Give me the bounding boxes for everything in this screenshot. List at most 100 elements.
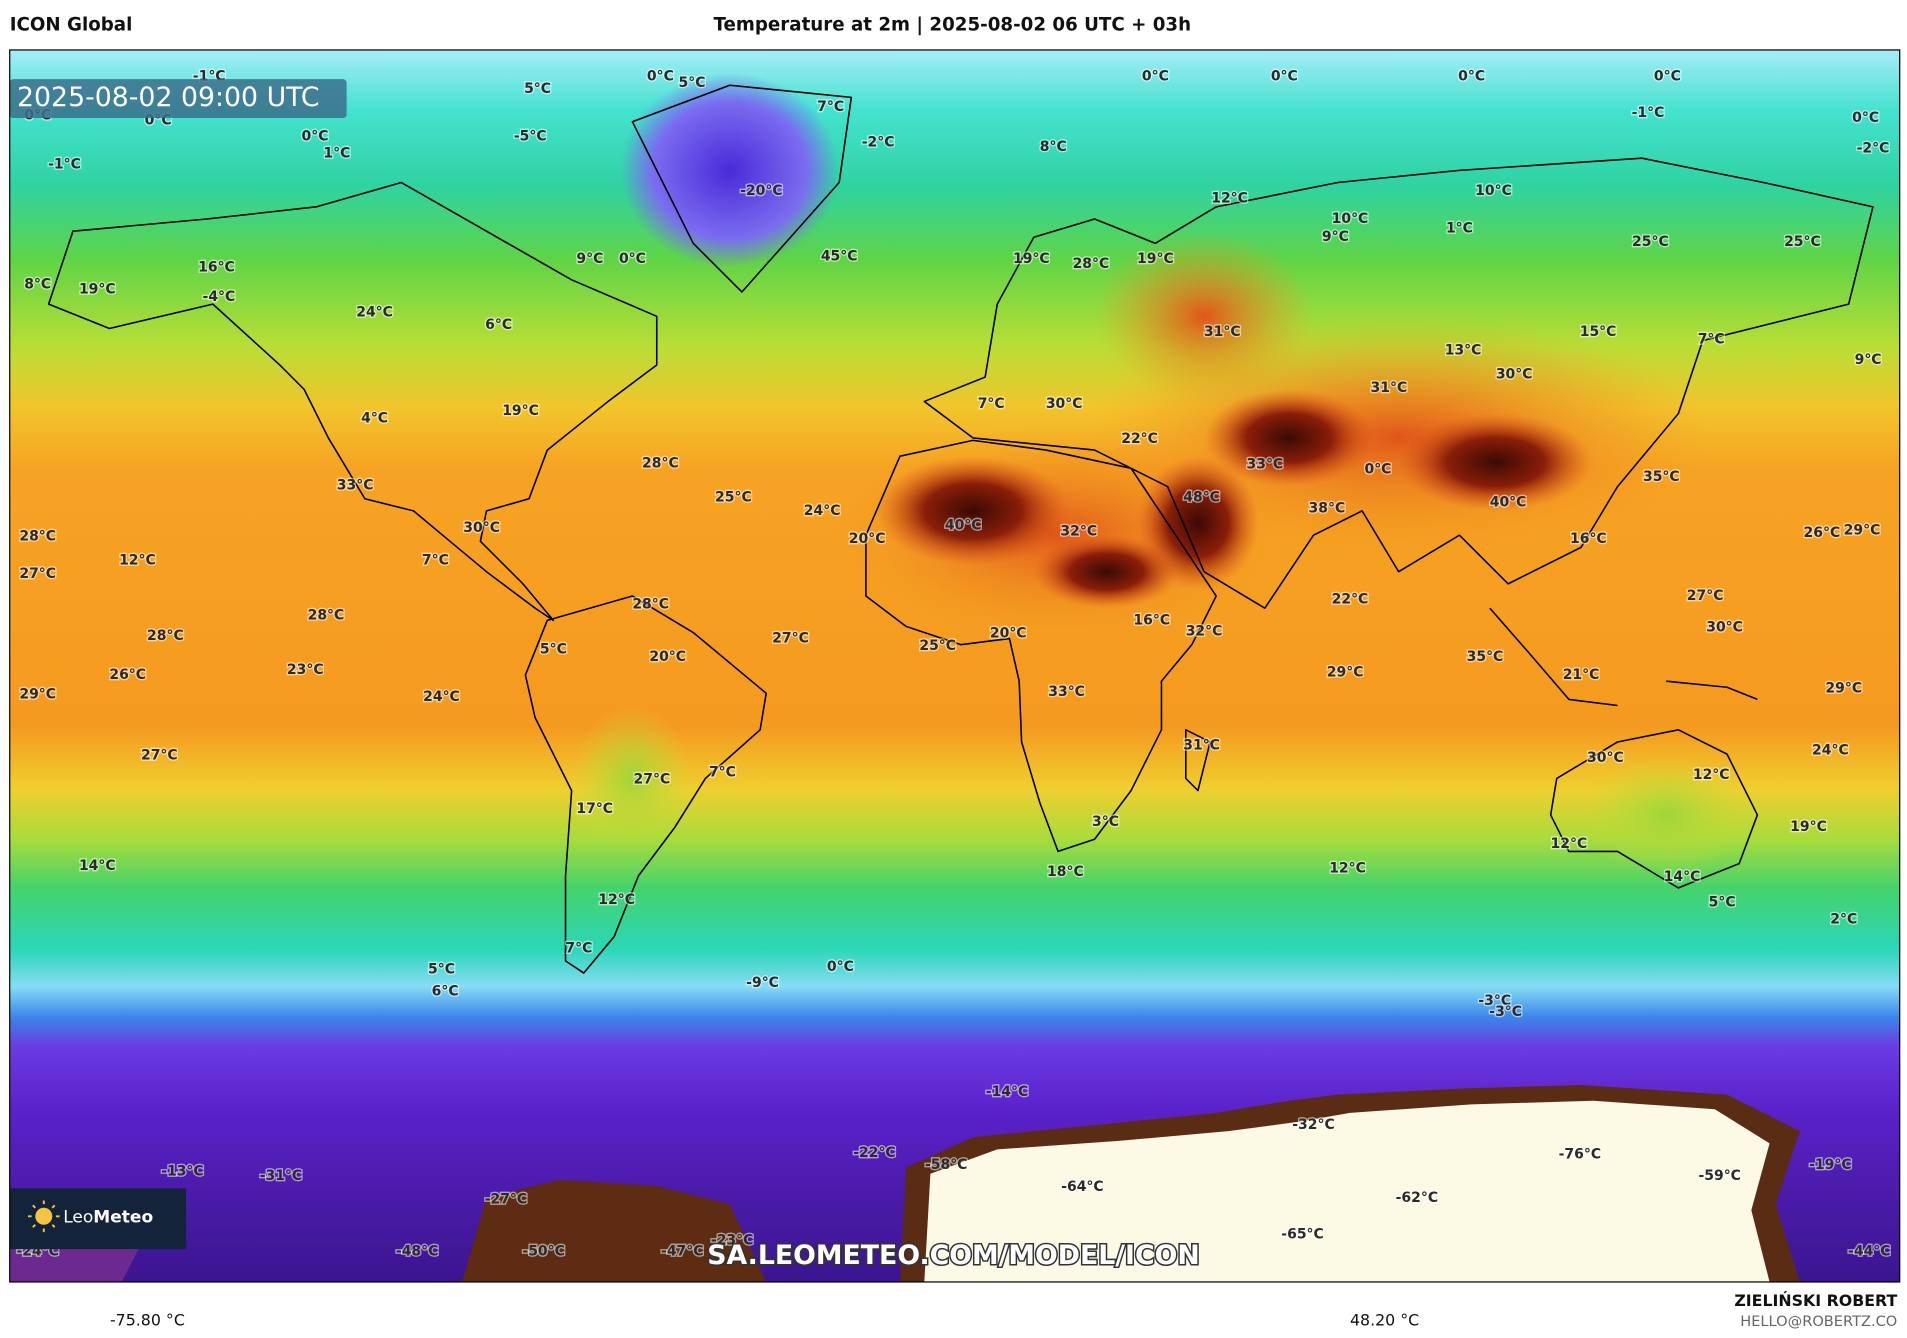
temperature-label: 28°C [642,455,679,471]
cold-area [462,1179,767,1282]
temperature-label: 8°C [1040,139,1067,155]
temperature-label: 10°C [1475,183,1512,199]
temperature-label: 31°C [1204,324,1241,340]
temperature-label: 20°C [649,649,686,665]
temperature-label: 0°C [619,251,646,267]
temperature-label: 9°C [1855,352,1882,368]
temperature-label: -1°C [48,156,81,172]
temperature-label: 24°C [423,689,460,705]
temperature-label: 27°C [1687,588,1724,604]
temperature-label: 7°C [709,764,736,780]
temperature-label: 0°C [1458,69,1485,85]
temperature-label: 31°C [1371,380,1408,396]
temperature-label: 40°C [1490,494,1527,510]
temperature-label: 24°C [356,305,393,321]
temperature-label: 29°C [1327,665,1364,681]
temperature-label: 16°C [198,260,235,276]
author: ZIELIŃSKI ROBERT [1734,1291,1897,1310]
temperature-label: 27°C [141,747,178,763]
temperature-label: 25°C [1784,234,1821,250]
temperature-label: 5°C [524,81,551,97]
temperature-label: 28°C [632,597,669,613]
temperature-label: 0°C [302,128,329,144]
temperature-label: -47°C [661,1244,703,1260]
temperature-label: 1°C [1446,221,1473,237]
coastline [1489,607,1618,707]
temperature-label: -31°C [260,1168,302,1184]
temperature-label: 12°C [598,892,635,908]
logo-rays [27,1200,60,1233]
email: HELLO@ROBERTZ.CO [1740,1313,1897,1330]
temperature-label: 5°C [540,642,567,658]
temperature-field [9,49,1900,1282]
temperature-label: 5°C [1709,895,1736,911]
coastline [47,181,658,622]
temperature-label: -58°C [925,1157,967,1173]
temperature-label: 4°C [361,410,388,426]
coastline [923,157,1874,609]
temperature-label: 33°C [1247,457,1284,473]
valid-time: 2025-08-02 09:00 UTC [17,82,320,113]
temperature-label: 33°C [337,477,374,493]
temperature-label: 29°C [19,687,56,703]
temperature-label: 35°C [1467,649,1504,665]
logo-sun [35,1207,53,1225]
temperature-label: 19°C [502,403,539,419]
temperature-label: -2°C [1857,140,1890,156]
temperature-label: 12°C [1329,860,1366,876]
temperature-label: -76°C [1559,1146,1601,1162]
temperature-label: -23°C [711,1233,753,1249]
temperature-label: 19°C [1013,251,1050,267]
temperature-label: 29°C [1825,680,1862,696]
temperature-label: 26°C [1804,525,1841,541]
temperature-label: 26°C [109,667,146,683]
temperature-label: -20°C [740,183,782,199]
temperature-label: 8°C [24,277,51,293]
hot-area [875,456,1071,566]
antarctica-ice [924,1100,1770,1282]
coastline [865,439,1217,853]
temperature-label: 16°C [1570,531,1607,547]
temperature-label: -13°C [161,1163,203,1179]
temperature-label: 12°C [119,553,156,569]
temperature-label: -62°C [1396,1190,1438,1206]
temperature-label: 0°C [1142,69,1169,85]
temperature-label: 14°C [79,858,116,874]
temperature-label: 1°C [323,145,350,161]
temperature-label: -27°C [485,1191,527,1207]
temperature-label: 20°C [849,531,886,547]
temperature-label: 32°C [1186,623,1223,639]
temperature-label: -64°C [1061,1179,1103,1195]
temperature-label: 48°C [1183,490,1220,506]
temperature-label: 9°C [576,251,603,267]
temperature-label: 32°C [1060,524,1097,540]
temperature-label: 7°C [565,941,592,957]
temperature-label: 7°C [1698,331,1725,347]
temperature-label: 0°C [1271,69,1298,85]
temperature-label: 24°C [1812,742,1849,758]
temperature-label: 30°C [1046,396,1083,412]
temperature-label: 10°C [1332,211,1369,227]
coastline [1185,729,1211,792]
coastline [1666,680,1758,701]
temperature-label: -22°C [853,1145,895,1161]
temperature-label: 7°C [817,99,844,115]
temperature-label: 29°C [1844,522,1881,538]
warm-area [1094,231,1314,402]
temperature-label: -14°C [986,1084,1028,1100]
temperature-label: 5°C [428,961,455,977]
temperature-label: 6°C [485,317,512,333]
map: 0°C-1°C0°C-1°C5°C0°C5°C7°C0°C1°C-5°C-2°C… [9,49,1900,1282]
temperature-label: 28°C [1073,256,1110,272]
temperature-label: -1°C [1632,105,1665,121]
colorbar-max: 48.20 °C [1350,1310,1419,1329]
temperature-label: 0°C [1364,462,1391,478]
logo-light: Leo [63,1208,93,1228]
map-title: Temperature at 2m | 2025-08-02 06 UTC + … [713,15,1191,36]
temperature-label: 30°C [1706,620,1743,636]
temperature-label: 0°C [647,69,674,85]
temperature-label: 0°C [1852,110,1879,126]
temperature-label: 9°C [1322,229,1349,245]
